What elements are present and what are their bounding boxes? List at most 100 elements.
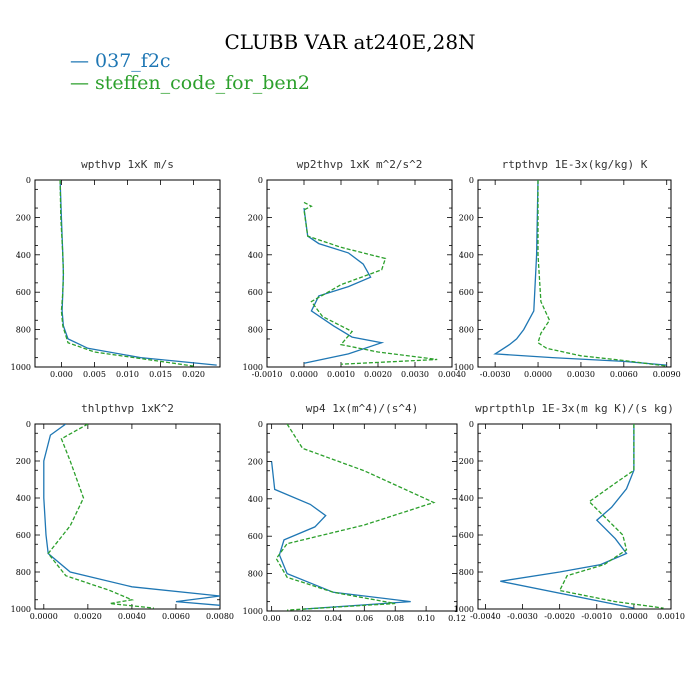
- y-tick-label: 1000: [11, 605, 31, 614]
- plot-frame: [266, 179, 453, 368]
- y-tick-label: 400: [248, 495, 263, 504]
- x-tick-label: -0.0040: [470, 612, 501, 621]
- plot-frame: [477, 423, 672, 610]
- x-tick-label: 0.02: [294, 614, 312, 623]
- y-tick-label: 800: [459, 326, 474, 335]
- x-tick-label: 0.000: [50, 370, 73, 379]
- figure-title: CLUBB VAR at240E,28N: [224, 30, 475, 54]
- y-tick-label: 800: [16, 326, 31, 335]
- series-line-037-f2c: [303, 208, 385, 364]
- x-tick-label: 0.0040: [438, 370, 466, 379]
- y-tick-label: 0: [26, 176, 31, 185]
- y-tick-label: 800: [459, 568, 474, 577]
- x-tick-label: -0.0020: [544, 612, 575, 621]
- y-tick-label: 600: [16, 531, 31, 540]
- y-tick-label: 1000: [454, 363, 474, 372]
- x-tick-label: -0.0010: [252, 370, 283, 379]
- x-tick-label: 0.0010: [327, 370, 355, 379]
- chart-panel-2: wp2thvp 1xK m^2/s^2 0 200 400 600 800 1000-0.0…: [243, 158, 466, 379]
- plot-frame: [266, 423, 458, 612]
- x-tick-label: 0.0030: [401, 370, 429, 379]
- series-line-037-f2c: [43, 424, 220, 606]
- x-tick-label: 0.10: [417, 614, 435, 623]
- y-tick-label: 400: [459, 251, 474, 260]
- panel-title: wprtpthlp 1E-3x(m kg K)/(s kg): [475, 402, 674, 415]
- x-tick-label: 0.08: [386, 614, 404, 623]
- y-tick-label: 800: [248, 326, 263, 335]
- y-tick-label: 600: [248, 288, 263, 297]
- y-tick-label: 200: [248, 213, 263, 222]
- y-tick-label: 400: [16, 251, 31, 260]
- series-line-037-f2c: [59, 180, 217, 366]
- x-tick-label: 0.0000: [30, 612, 58, 621]
- series-line-steffen: [303, 201, 438, 365]
- y-tick-label: 800: [248, 570, 263, 579]
- chart-panel-6: wprtpthlp 1E-3x(m kg K)/(s kg)0 200 400 600…: [454, 402, 685, 621]
- legend-entry-steffen: — steffen_code_for_ben2: [70, 72, 310, 94]
- x-tick-label: 0.0020: [364, 370, 392, 379]
- y-tick-label: 200: [248, 457, 263, 466]
- y-tick-label: 400: [16, 494, 31, 503]
- y-tick-label: 0: [469, 176, 474, 185]
- x-tick-label: 0.0060: [610, 370, 638, 379]
- y-tick-label: 200: [459, 213, 474, 222]
- y-tick-label: 200: [16, 213, 31, 222]
- x-tick-label: 0.0090: [653, 370, 681, 379]
- x-tick-label: 0.0000: [290, 370, 318, 379]
- y-tick-label: 600: [459, 531, 474, 540]
- y-tick-label: 1000: [11, 363, 31, 372]
- x-tick-label: 0.06: [355, 614, 373, 623]
- x-tick-label: 0.0030: [567, 370, 595, 379]
- panel-title: rtpthvp 1E-3x(kg/kg) K: [502, 158, 648, 171]
- x-tick-label: 0.00: [263, 614, 281, 623]
- x-tick-label: 0.005: [83, 370, 106, 379]
- panel-title: wp2thvp 1xK m^2/s^2: [297, 158, 423, 171]
- y-tick-label: 400: [248, 251, 263, 260]
- x-tick-label: 0.0060: [162, 612, 190, 621]
- chart-panel-1: wpthvp 1xK m/s 0 200 400 600 800 1000 0.000 0.00…: [11, 158, 221, 379]
- series-line-037-f2c: [500, 424, 635, 609]
- y-tick-label: 0: [258, 420, 263, 429]
- series-line-steffen: [537, 180, 667, 367]
- y-tick-label: 200: [459, 457, 474, 466]
- chart-panel-3: rtpthvp 1E-3x(kg/kg) K 0 200 400 600 800 1000-…: [454, 158, 681, 379]
- y-tick-label: 200: [16, 457, 31, 466]
- x-tick-label: -0.0030: [507, 612, 538, 621]
- x-tick-label: 0.0080: [206, 612, 234, 621]
- plot-frame: [477, 179, 672, 368]
- panel-title: wp4 1x(m^4)/(s^4): [306, 402, 419, 415]
- x-tick-label: 0.015: [149, 370, 172, 379]
- y-tick-label: 600: [248, 532, 263, 541]
- y-tick-label: 1000: [454, 605, 474, 614]
- y-tick-label: 400: [459, 494, 474, 503]
- y-tick-label: 1000: [243, 363, 263, 372]
- legend-entry-037-f2c: — 037_f2c: [70, 50, 171, 72]
- panel-title: thlpthvp 1xK^2: [81, 402, 174, 415]
- series-line-037-f2c: [270, 461, 411, 610]
- series-line-037-f2c: [493, 180, 667, 366]
- y-tick-label: 1000: [243, 607, 263, 616]
- series-line-steffen: [558, 424, 664, 609]
- x-tick-label: 0.12: [448, 614, 466, 623]
- x-tick-label: -0.0030: [480, 370, 511, 379]
- x-tick-label: 0.0000: [620, 612, 648, 621]
- y-tick-label: 600: [459, 288, 474, 297]
- x-tick-label: 0.010: [116, 370, 139, 379]
- series-line-steffen: [59, 180, 194, 367]
- plot-frame: [34, 423, 221, 610]
- y-tick-label: 600: [16, 288, 31, 297]
- y-tick-label: 0: [258, 176, 263, 185]
- x-tick-label: -0.0010: [581, 612, 612, 621]
- x-tick-label: 0.020: [182, 370, 205, 379]
- y-tick-label: 800: [16, 568, 31, 577]
- series-line-steffen: [275, 424, 436, 611]
- x-tick-label: 0.0010: [657, 612, 685, 621]
- x-tick-label: 0.0000: [524, 370, 552, 379]
- x-tick-label: 0.04: [325, 614, 343, 623]
- series-line-steffen: [47, 424, 154, 609]
- y-tick-label: 0: [469, 420, 474, 429]
- x-tick-label: 0.0020: [74, 612, 102, 621]
